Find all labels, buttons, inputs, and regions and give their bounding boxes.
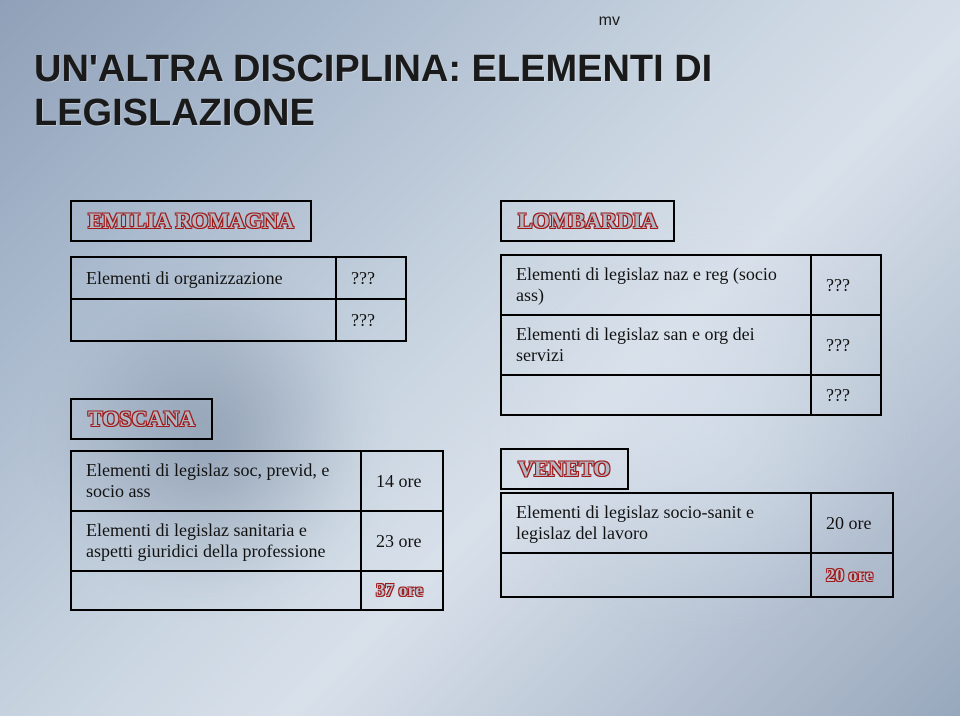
table-row: 20 ore xyxy=(501,553,893,597)
table-row: Elementi di organizzazione ??? xyxy=(71,257,406,299)
cell-text xyxy=(501,375,811,415)
toscana-label: TOSCANA xyxy=(88,406,195,431)
table-row: Elementi di legislaz socio-sanit e legis… xyxy=(501,493,893,553)
cell-val: ??? xyxy=(811,255,881,315)
table-row: 37 ore xyxy=(71,571,443,610)
cell-val-total: 20 ore xyxy=(826,565,873,585)
table-row: Elementi di legislaz naz e reg (socio as… xyxy=(501,255,881,315)
emilia-label: EMILIA ROMAGNA xyxy=(88,208,294,233)
toscana-table: Elementi di legislaz soc, previd, e soci… xyxy=(70,450,444,611)
cell-text xyxy=(501,553,811,597)
slide: mv UN'ALTRA DISCIPLINA: ELEMENTI DI LEGI… xyxy=(0,0,960,716)
veneto-label-box: VENETO xyxy=(500,448,629,490)
table-row: ??? xyxy=(501,375,881,415)
table-row: Elementi di legislaz sanitaria e aspetti… xyxy=(71,511,443,571)
cell-val: 14 ore xyxy=(361,451,443,511)
cell-val-total: 37 ore xyxy=(376,580,423,600)
cell-text: Elementi di legislaz san e org dei servi… xyxy=(501,315,811,375)
veneto-table: Elementi di legislaz socio-sanit e legis… xyxy=(500,492,894,598)
cell-val: ??? xyxy=(811,315,881,375)
title-line-2: LEGISLAZIONE xyxy=(34,92,315,134)
emilia-table: Elementi di organizzazione ??? ??? xyxy=(70,256,407,342)
cell-text xyxy=(71,299,336,341)
cell-text: Elementi di organizzazione xyxy=(71,257,336,299)
emilia-label-box: EMILIA ROMAGNA xyxy=(70,200,312,242)
cell-val: ??? xyxy=(336,257,406,299)
cell-val: ??? xyxy=(811,375,881,415)
table-row: Elementi di legislaz san e org dei servi… xyxy=(501,315,881,375)
cell-val: 23 ore xyxy=(361,511,443,571)
cell-val: 20 ore xyxy=(811,493,893,553)
cell-text: Elementi di legislaz naz e reg (socio as… xyxy=(501,255,811,315)
cell-text: Elementi di legislaz socio-sanit e legis… xyxy=(501,493,811,553)
lombardia-label-box: LOMBARDIA xyxy=(500,200,675,242)
slide-title: UN'ALTRA DISCIPLINA: ELEMENTI DI LEGISLA… xyxy=(34,48,712,135)
cell-text xyxy=(71,571,361,610)
lombardia-label: LOMBARDIA xyxy=(518,208,657,233)
toscana-label-box: TOSCANA xyxy=(70,398,213,440)
cell-text: Elementi di legislaz sanitaria e aspetti… xyxy=(71,511,361,571)
table-row: Elementi di legislaz soc, previd, e soci… xyxy=(71,451,443,511)
table-row: ??? xyxy=(71,299,406,341)
veneto-label: VENETO xyxy=(518,456,611,481)
cell-val: ??? xyxy=(336,299,406,341)
title-line-1: UN'ALTRA DISCIPLINA: ELEMENTI DI xyxy=(34,48,712,90)
cell-text: Elementi di legislaz soc, previd, e soci… xyxy=(71,451,361,511)
corner-mark: mv xyxy=(599,12,620,30)
lombardia-table: Elementi di legislaz naz e reg (socio as… xyxy=(500,254,882,416)
